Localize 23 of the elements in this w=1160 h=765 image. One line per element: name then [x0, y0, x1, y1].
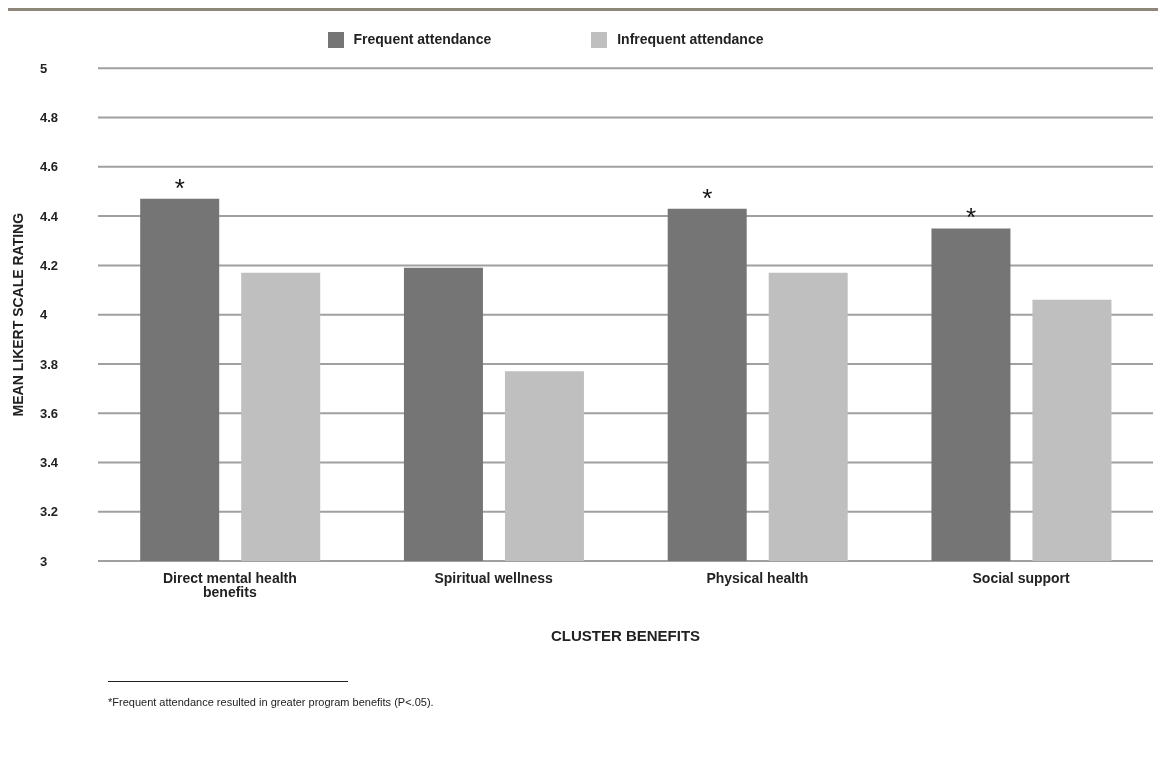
y-tick-label: 4.8	[40, 110, 59, 126]
data-label: *	[174, 172, 185, 203]
y-tick-label: 3.4	[40, 455, 59, 471]
x-tick-label: Spiritual wellness	[434, 570, 553, 586]
data-label: *	[965, 202, 977, 233]
x-tick-label: Physical health	[706, 570, 809, 586]
y-tick-label: 4.4	[40, 208, 59, 224]
y-tick-label: 4.2	[40, 257, 59, 273]
x-tick-label: Direct mental health benefits	[162, 570, 297, 600]
y-tick-label: 3	[40, 553, 48, 569]
y-tick-label: 4	[40, 307, 48, 323]
legend-label: Infrequent attendance	[617, 31, 764, 47]
data-label: *	[702, 182, 713, 213]
y-tick-label: 3.8	[40, 356, 59, 372]
y-tick-label: 3.2	[40, 504, 59, 520]
y-tick-label: 4.6	[40, 159, 59, 175]
text: *Frequent attendance resulted in greater program benefits (P<.05).	[108, 696, 435, 708]
y-tick-label: 5	[40, 60, 48, 76]
y-tick-label: 3.6	[40, 405, 59, 421]
y-axis-title: MEAN LIKERT SCALE RATING	[9, 212, 26, 417]
x-axis-title: CLUSTER BENEFITS	[550, 627, 701, 644]
x-tick-label: Social support	[972, 570, 1071, 586]
legend-label: Frequent attendance	[353, 31, 492, 47]
